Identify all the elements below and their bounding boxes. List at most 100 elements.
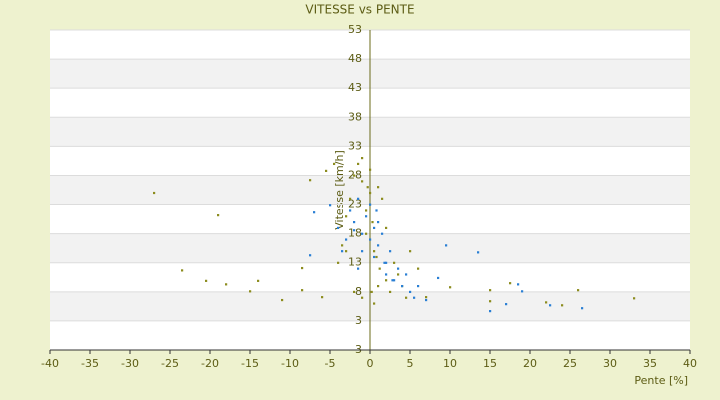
point bbox=[389, 290, 392, 294]
point bbox=[181, 269, 184, 272]
x-axis-title: Pente [%] bbox=[634, 374, 688, 387]
point bbox=[405, 273, 408, 276]
point bbox=[361, 180, 364, 183]
point bbox=[337, 261, 340, 264]
point bbox=[309, 254, 312, 257]
point bbox=[509, 282, 512, 285]
point bbox=[249, 290, 252, 293]
y-tick-label: 43 bbox=[348, 81, 362, 94]
point bbox=[437, 276, 440, 280]
point bbox=[321, 296, 324, 299]
y-tick-label: 23 bbox=[348, 198, 362, 211]
point bbox=[369, 168, 372, 171]
point bbox=[377, 221, 380, 224]
point bbox=[301, 266, 304, 270]
y-tick-label: 13 bbox=[348, 256, 362, 269]
point bbox=[281, 298, 284, 302]
point bbox=[301, 289, 304, 292]
point bbox=[217, 214, 220, 217]
point bbox=[375, 209, 378, 212]
point bbox=[333, 162, 336, 166]
point bbox=[385, 261, 388, 264]
point bbox=[389, 250, 392, 253]
point bbox=[225, 283, 228, 286]
point bbox=[361, 157, 364, 160]
point bbox=[370, 290, 373, 294]
point bbox=[377, 244, 380, 247]
point bbox=[405, 296, 408, 299]
x-tick-label: -10 bbox=[281, 357, 299, 370]
point bbox=[341, 250, 344, 253]
point bbox=[373, 255, 376, 259]
point bbox=[517, 283, 520, 286]
point bbox=[505, 303, 508, 306]
point bbox=[361, 296, 364, 299]
y-tick-label: 8 bbox=[355, 285, 362, 298]
point bbox=[361, 232, 364, 235]
point bbox=[445, 244, 448, 247]
point bbox=[205, 279, 208, 282]
point bbox=[153, 191, 156, 195]
point bbox=[545, 301, 548, 304]
point bbox=[366, 186, 369, 189]
point bbox=[385, 273, 388, 276]
y-tick-label: 48 bbox=[348, 52, 362, 65]
point bbox=[425, 296, 428, 299]
point bbox=[365, 209, 368, 212]
point bbox=[365, 232, 368, 235]
point bbox=[345, 238, 348, 241]
x-tick-label: 30 bbox=[603, 357, 617, 370]
point bbox=[477, 251, 480, 254]
point bbox=[425, 298, 428, 302]
y-tick-label: 3 bbox=[355, 314, 362, 327]
point bbox=[417, 267, 420, 270]
point bbox=[393, 279, 396, 282]
point bbox=[633, 297, 636, 300]
point bbox=[409, 290, 412, 294]
point bbox=[361, 250, 364, 253]
point bbox=[449, 286, 452, 289]
point bbox=[325, 169, 328, 172]
point bbox=[353, 229, 356, 232]
x-tick-label: 5 bbox=[407, 357, 414, 370]
point bbox=[417, 285, 420, 288]
x-tick-label: 35 bbox=[643, 357, 657, 370]
point bbox=[381, 197, 384, 200]
point bbox=[373, 226, 376, 230]
point bbox=[371, 221, 374, 224]
point bbox=[373, 250, 376, 253]
point bbox=[377, 186, 380, 189]
point bbox=[313, 211, 316, 214]
point bbox=[349, 209, 352, 212]
point bbox=[397, 273, 400, 276]
x-tick-label: -20 bbox=[201, 357, 219, 370]
x-tick-label: -40 bbox=[41, 357, 59, 370]
x-tick-label: 10 bbox=[443, 357, 457, 370]
point bbox=[397, 267, 400, 270]
point bbox=[413, 296, 416, 299]
y-tick-label: 18 bbox=[348, 227, 362, 240]
point bbox=[369, 203, 372, 206]
point bbox=[391, 279, 394, 282]
point bbox=[375, 255, 378, 259]
point bbox=[369, 191, 372, 195]
point bbox=[581, 307, 584, 310]
y-tick-label: 53 bbox=[348, 23, 362, 36]
point bbox=[349, 197, 352, 200]
y-tick-label: 38 bbox=[348, 110, 362, 123]
x-tick-label: -5 bbox=[325, 357, 336, 370]
point bbox=[385, 226, 388, 230]
point bbox=[377, 285, 380, 288]
point bbox=[309, 179, 312, 182]
point bbox=[577, 289, 580, 292]
point bbox=[357, 197, 360, 200]
x-tick-label: 0 bbox=[367, 357, 374, 370]
point bbox=[337, 226, 340, 230]
point bbox=[369, 238, 372, 241]
point bbox=[345, 250, 348, 253]
point bbox=[521, 290, 524, 293]
point bbox=[365, 215, 368, 218]
x-tick-label: 25 bbox=[563, 357, 577, 370]
chart-title: VITESSE vs PENTE bbox=[305, 3, 414, 17]
